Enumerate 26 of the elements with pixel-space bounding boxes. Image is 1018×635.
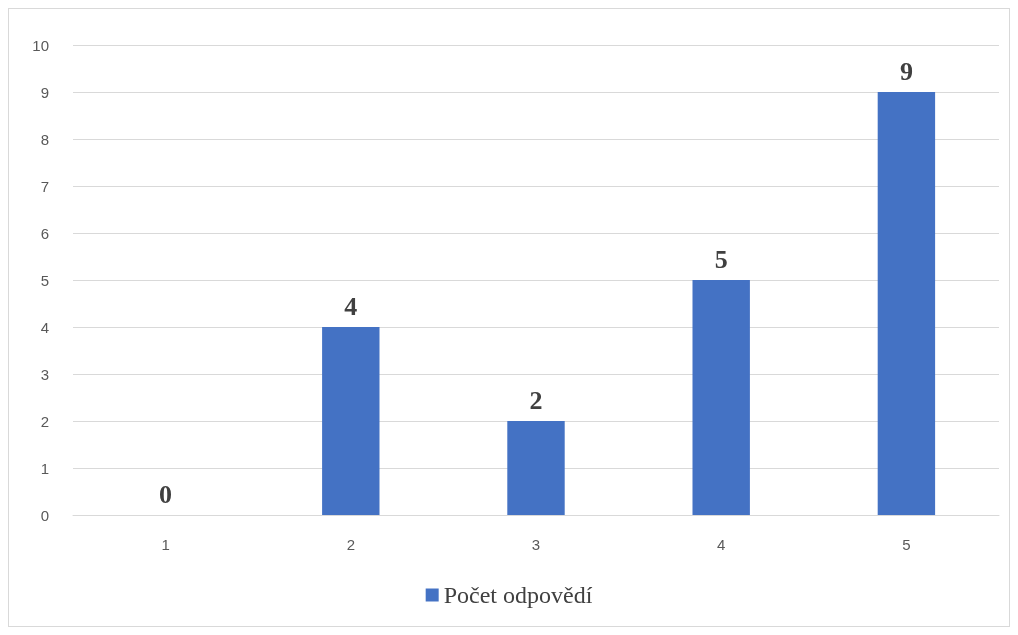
y-tick-label: 2 <box>40 412 49 430</box>
y-tick-label: 5 <box>40 271 49 289</box>
bar <box>877 92 936 515</box>
data-label: 4 <box>344 291 358 321</box>
x-tick-label: 3 <box>531 536 541 553</box>
y-tick-label: 1 <box>40 459 49 477</box>
y-tick-label: 9 <box>40 83 49 101</box>
y-tick-label: 8 <box>40 130 49 148</box>
x-tick-label: 2 <box>346 536 355 553</box>
data-label: 9 <box>899 56 913 86</box>
x-tick-label: 4 <box>717 536 726 553</box>
y-tick-label: 3 <box>40 365 49 383</box>
bar <box>692 280 750 515</box>
y-tick-label: 6 <box>40 224 49 242</box>
legend-label: Počet odpovědí <box>443 582 593 608</box>
y-tick-label: 7 <box>40 177 49 195</box>
y-tick-label: 4 <box>40 318 49 336</box>
data-label: 0 <box>159 479 173 509</box>
data-label: 2 <box>529 385 543 415</box>
x-tick-label: 1 <box>161 536 170 553</box>
y-tick-label: 0 <box>40 506 49 524</box>
y-tick-label: 10 <box>32 36 49 54</box>
data-label: 5 <box>714 244 728 274</box>
bar <box>322 327 380 515</box>
x-tick-label: 5 <box>902 536 911 553</box>
bar <box>507 421 565 515</box>
